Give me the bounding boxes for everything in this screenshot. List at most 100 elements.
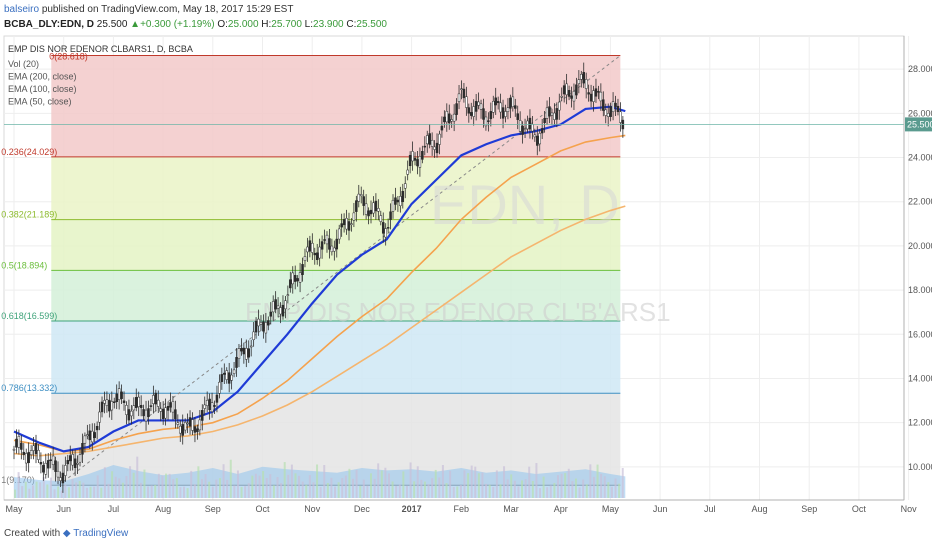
candle-body <box>186 422 189 425</box>
candle-body <box>315 252 319 261</box>
open-label: O: <box>217 19 228 30</box>
candle-body <box>411 151 414 162</box>
volume-bar <box>165 473 168 498</box>
tradingview-link[interactable]: TradingView <box>73 528 129 539</box>
author-link[interactable]: balseiro <box>4 4 40 15</box>
time-tick-label: Oct <box>852 504 867 514</box>
candle-body <box>347 221 351 231</box>
candle-body <box>267 320 270 326</box>
volume-bar <box>542 476 545 498</box>
candle-body <box>51 455 55 465</box>
volume-bar <box>477 473 480 498</box>
candle-body <box>516 113 519 120</box>
volume-bar <box>150 485 153 498</box>
volume-bar <box>143 469 146 498</box>
candle-body <box>100 401 104 413</box>
volume-bar <box>366 485 369 498</box>
volume-bar <box>539 488 542 498</box>
volume-bar <box>503 466 506 498</box>
volume-bars <box>14 456 624 498</box>
volume-bar <box>240 486 243 498</box>
symbol-name[interactable]: BCBA_DLY:EDN, D <box>4 19 95 30</box>
candle-body <box>196 428 199 433</box>
candle-body <box>521 125 524 135</box>
volume-bar <box>395 485 398 498</box>
candle-body <box>215 394 219 403</box>
candle-body <box>213 405 216 407</box>
candle-body <box>193 426 197 433</box>
time-tick-label: Jul <box>108 504 120 514</box>
candle-body <box>543 118 546 123</box>
candle-body <box>318 246 321 259</box>
candle-body <box>572 91 576 102</box>
legend-item: Vol (20) <box>8 59 39 69</box>
candle-body <box>137 396 140 408</box>
volume-bar <box>46 484 49 498</box>
volume-bar <box>413 481 416 498</box>
ema-100-line <box>13 134 626 453</box>
volume-bar <box>359 485 362 498</box>
volume-bar <box>283 462 286 498</box>
candle-body <box>430 139 434 147</box>
candle-body <box>249 345 253 348</box>
volume-bar <box>607 482 610 498</box>
candle-body <box>472 106 475 117</box>
candle-body <box>470 112 473 116</box>
candle-body <box>132 405 136 411</box>
volume-bar <box>258 475 261 498</box>
volume-bar <box>384 467 387 498</box>
candle-body <box>560 96 563 98</box>
candle-body <box>352 212 356 221</box>
candle-body <box>271 301 275 313</box>
candle-body <box>29 450 33 456</box>
candle-body <box>166 406 170 411</box>
volume-bar <box>57 486 60 498</box>
volume-bar <box>621 468 624 498</box>
volume-bar <box>269 474 272 498</box>
volume-bar <box>175 478 178 498</box>
candle-body <box>240 347 243 352</box>
candle-body <box>455 103 458 115</box>
legend-item: EMA (50, close) <box>8 97 72 107</box>
candle-body <box>445 110 449 123</box>
candle-body <box>381 222 385 234</box>
candle-body <box>86 434 89 437</box>
candle-body <box>465 96 468 108</box>
high-value: 25.700 <box>271 19 302 30</box>
volume-bar <box>42 477 45 498</box>
candle-body <box>208 398 211 411</box>
candle-body <box>71 454 74 466</box>
volume-bar <box>215 479 218 498</box>
volume-bar <box>17 472 20 498</box>
time-tick-label: Aug <box>155 504 171 514</box>
close-label: C: <box>346 19 357 30</box>
candle-body <box>24 453 28 464</box>
volume-bar <box>294 473 297 498</box>
candle-body <box>609 106 612 117</box>
fib-level-label: 0(28.618) <box>49 51 88 61</box>
candle-body <box>550 112 554 116</box>
candle-body <box>320 241 324 250</box>
volume-bar <box>24 481 27 498</box>
volume-bar <box>161 475 164 498</box>
candle-body <box>323 239 326 241</box>
volume-bar <box>265 478 268 498</box>
candle-body <box>235 357 238 368</box>
candle-body <box>423 145 427 148</box>
volume-bar <box>316 464 319 498</box>
candle-body <box>467 107 471 114</box>
candle-body <box>81 443 84 455</box>
fib-zone <box>51 270 621 322</box>
volume-bar <box>564 473 567 498</box>
volume-bar <box>445 483 448 498</box>
volume-bar <box>190 470 193 498</box>
candle-body <box>176 422 180 425</box>
ema-200-line <box>13 205 626 457</box>
watermark-ticker: EDN, D <box>430 173 620 236</box>
volume-bar <box>49 477 52 498</box>
candle-body <box>264 322 268 334</box>
last-price: 25.500 <box>96 19 128 30</box>
candle-body <box>438 133 441 145</box>
